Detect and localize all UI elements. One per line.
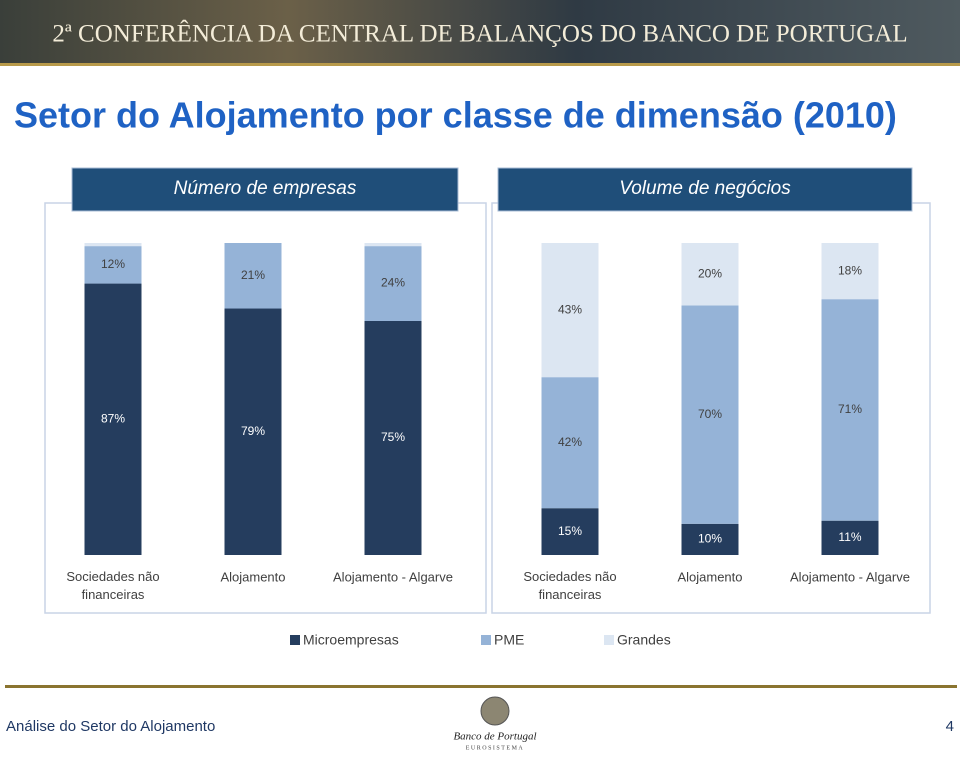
bar-segment xyxy=(364,243,422,247)
bar-segment xyxy=(541,243,599,378)
bar-segment xyxy=(681,523,739,555)
bar-segment xyxy=(224,243,282,309)
logo-subtitle: EUROSISTEMA xyxy=(466,745,525,751)
bar-segment xyxy=(821,243,879,300)
charts: Número de empresas 87% 12% Sociedades não fi… xyxy=(44,167,931,614)
legend-swatch xyxy=(481,635,491,645)
data-label: 75% xyxy=(381,430,405,444)
banner-rule xyxy=(0,63,960,66)
bar-segment xyxy=(821,299,879,521)
logo-emblem xyxy=(480,696,510,726)
legend-label: Microempresas xyxy=(303,632,399,648)
data-label: 71% xyxy=(838,402,862,416)
data-label: 15% xyxy=(558,524,582,538)
category-label: Alojamento xyxy=(677,569,742,584)
bar-segment xyxy=(84,246,142,284)
footer-rule xyxy=(5,685,957,688)
bar-segment xyxy=(364,321,422,555)
bar-segment xyxy=(84,243,142,247)
legend-swatch xyxy=(604,635,614,645)
category-label: Sociedades não financeiras xyxy=(66,569,159,602)
logo-name: Banco de Portugal xyxy=(453,731,536,743)
bar-segment xyxy=(681,305,739,524)
legend-label: Grandes xyxy=(617,632,671,648)
footer-text: Análise do Setor do Alojamento xyxy=(6,718,215,735)
data-label: 12% xyxy=(101,257,125,271)
chart-header xyxy=(71,167,459,212)
legend: Microempresas PME Grandes xyxy=(290,632,671,648)
chart-title: Volume de negócios xyxy=(619,178,791,199)
bar-segment xyxy=(84,283,142,555)
data-label: 79% xyxy=(241,424,265,438)
bar-segment xyxy=(364,246,422,321)
bar-segment xyxy=(821,520,879,555)
data-label: 70% xyxy=(698,407,722,421)
category-label: Alojamento xyxy=(220,569,285,584)
bar-segment xyxy=(541,377,599,509)
category-label: Alojamento - Algarve xyxy=(333,569,453,584)
data-label: 87% xyxy=(101,411,125,425)
data-label: 10% xyxy=(698,532,722,546)
slide-title: Setor do Alojamento por classe de dimens… xyxy=(14,95,897,136)
data-label: 20% xyxy=(698,266,722,280)
data-label: 11% xyxy=(838,530,861,544)
category-label: Sociedades não financeiras xyxy=(523,569,616,602)
legend-label: PME xyxy=(494,632,524,648)
bar-segment xyxy=(681,243,739,306)
chart-header xyxy=(497,167,913,212)
page-number: 4 xyxy=(946,718,954,735)
category-label: Alojamento - Algarve xyxy=(790,569,910,584)
chart-title: Número de empresas xyxy=(174,178,357,199)
legend-swatch xyxy=(290,635,300,645)
data-label: 43% xyxy=(558,302,582,316)
bar-segment xyxy=(541,508,599,555)
banner-bg xyxy=(0,0,960,63)
data-label: 24% xyxy=(381,276,405,290)
banner-text: 2ª CONFERÊNCIA DA CENTRAL DE BALANÇOS DO… xyxy=(52,20,907,48)
data-label: 42% xyxy=(558,435,582,449)
data-label: 21% xyxy=(241,268,265,282)
bar-segment xyxy=(224,308,282,555)
data-label: 18% xyxy=(838,263,862,277)
